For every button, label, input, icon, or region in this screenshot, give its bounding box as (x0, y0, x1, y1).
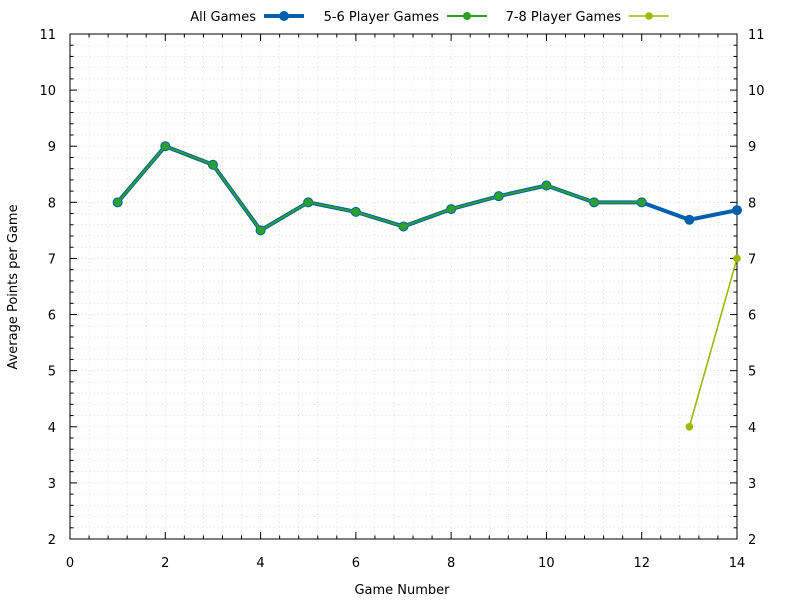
x-tick-label: 10 (538, 556, 555, 571)
legend-label: All Games (190, 10, 256, 25)
y-tick-label-left: 5 (48, 365, 56, 380)
y-tick-label-right: 2 (748, 533, 756, 548)
legend-item: 7-8 Player Games (506, 10, 669, 25)
x-axis-title: Game Number (354, 583, 450, 598)
y-tick-label-right: 10 (748, 84, 765, 99)
series-line (688, 257, 738, 428)
data-point (590, 198, 599, 207)
x-tick-label: 6 (352, 556, 360, 571)
y-tick-label-right: 8 (748, 196, 756, 211)
data-point (637, 198, 646, 207)
series-5-6-player-games (113, 142, 646, 235)
x-tick-label: 0 (66, 556, 74, 571)
y-tick-label-left: 4 (48, 421, 56, 436)
legend-marker (463, 12, 471, 20)
legend-item: All Games (190, 10, 304, 25)
data-point (304, 198, 313, 207)
grid (69, 33, 738, 540)
y-tick-label-right: 3 (748, 477, 756, 492)
y-tick-label-left: 10 (39, 84, 56, 99)
y-tick-label-right: 4 (748, 421, 756, 436)
series-7-8-player-games (685, 254, 741, 431)
data-point (161, 142, 170, 151)
y-tick-label-left: 9 (48, 140, 56, 155)
data-point (684, 214, 695, 225)
data-point (256, 226, 265, 235)
x-tick-label: 4 (256, 556, 264, 571)
data-point (399, 222, 408, 231)
legend-item: 5-6 Player Games (324, 10, 487, 25)
y-tick-label-left: 11 (39, 28, 56, 43)
series-layer (112, 141, 742, 431)
data-point (208, 160, 217, 169)
series-all-games (112, 141, 742, 236)
x-tick-label: 12 (633, 556, 650, 571)
data-point (732, 205, 742, 216)
y-tick-label-left: 7 (48, 252, 56, 267)
data-point (733, 254, 741, 263)
data-point (351, 207, 360, 216)
y-tick-label-right: 6 (748, 309, 756, 324)
x-tick-label: 14 (729, 556, 746, 571)
legend-marker (645, 12, 653, 20)
x-tick-label: 2 (161, 556, 169, 571)
data-point (542, 181, 551, 190)
data-point (113, 198, 122, 207)
data-point (494, 192, 503, 201)
legend: All Games 5-6 Player Games 7-8 Player Game… (190, 10, 669, 25)
y-tick-label-left: 6 (48, 309, 56, 324)
y-tick-label-right: 7 (748, 252, 756, 267)
data-point (447, 205, 456, 214)
legend-label: 7-8 Player Games (506, 10, 622, 25)
legend-marker (279, 11, 289, 21)
legend-label: 5-6 Player Games (324, 10, 440, 25)
data-point (685, 422, 694, 431)
plot-frame (69, 33, 738, 540)
y-axis-title: Average Points per Game (6, 204, 21, 369)
y-tick-label-right: 5 (748, 365, 756, 380)
series-line (116, 145, 643, 232)
y-tick-label-right: 9 (748, 140, 756, 155)
x-tick-label: 8 (447, 556, 455, 571)
y-tick-label-right: 11 (748, 28, 765, 43)
y-tick-label-left: 2 (48, 533, 56, 548)
y-tick-label-left: 8 (48, 196, 56, 211)
y-tick-label-left: 3 (48, 477, 56, 492)
